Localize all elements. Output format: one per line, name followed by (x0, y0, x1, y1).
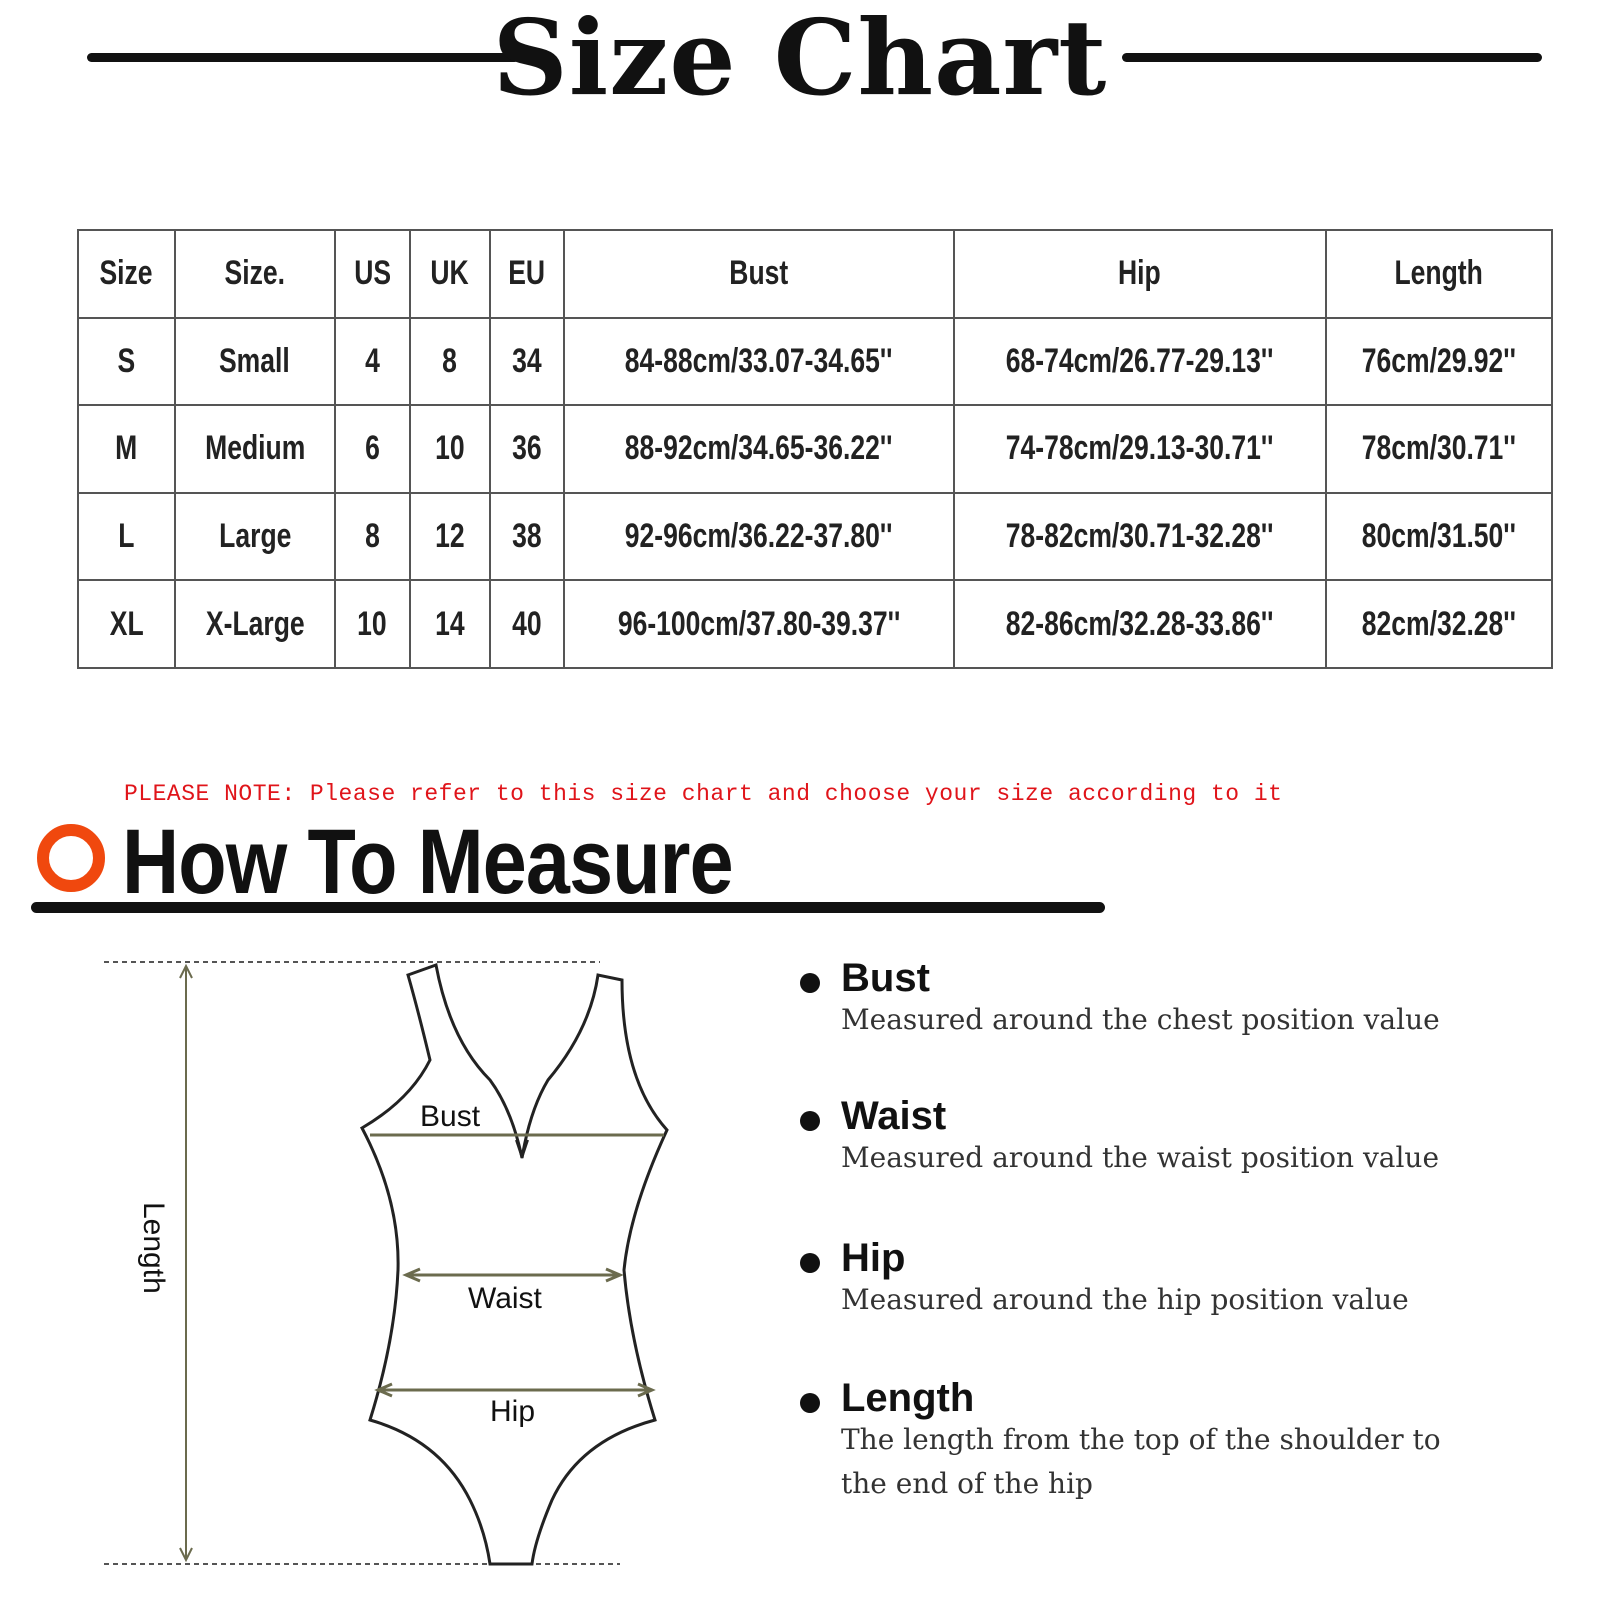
heading-underline (31, 902, 1105, 913)
table-cell: 78cm/30.71'' (1325, 404, 1553, 494)
table-row: XL X-Large 10 14 40 96-100cm/37.80-39.37'' 82-… (77, 579, 1553, 669)
table-cell: Size. (173, 229, 336, 319)
please-note: PLEASE NOTE: Please refer to this size c… (124, 781, 1283, 807)
measure-desc: Measured around the hip position value (841, 1283, 1409, 1316)
table-cell: 88-92cm/34.65-36.22'' (563, 404, 955, 494)
hip-label: Hip (490, 1395, 535, 1428)
bullet-icon (800, 1111, 820, 1131)
table-cell: 84-88cm/33.07-34.65'' (563, 316, 955, 407)
measure-name: Waist (841, 1094, 947, 1138)
table-row: M Medium 6 10 36 88-92cm/34.65-36.22'' 74-78cm… (77, 404, 1553, 494)
table-cell: 78-82cm/30.71-32.28'' (952, 491, 1328, 582)
table-row: L Large 8 12 38 92-96cm/36.22-37.80'' 78-82cm/… (77, 491, 1553, 582)
table-cell: 6 (333, 404, 411, 494)
table-cell: 40 (488, 579, 566, 669)
measure-name: Bust (841, 956, 930, 1000)
measure-name: Length (841, 1376, 975, 1420)
bust-label: Bust (420, 1100, 481, 1133)
table-row: S Small 4 8 34 84-88cm/33.07-34.65'' 68-74cm/2… (77, 316, 1553, 407)
swimsuit-outline (360, 962, 669, 1566)
table-cell: 74-78cm/29.13-30.71'' (952, 404, 1328, 494)
table-cell: 8 (408, 316, 491, 407)
table-cell: 82-86cm/32.28-33.86'' (952, 579, 1328, 669)
table-cell: 4 (333, 316, 411, 407)
bullet-icon (800, 1393, 820, 1413)
table-cell: Bust (563, 229, 955, 319)
table-cell: 8 (333, 491, 411, 582)
bullet-icon (800, 1253, 820, 1273)
table-cell: 10 (333, 579, 411, 669)
length-label: Length (137, 1202, 170, 1294)
table-cell: 82cm/32.28'' (1325, 579, 1553, 669)
table-cell: 38 (488, 491, 566, 582)
measure-desc: The length from the top of the shoulder … (841, 1423, 1441, 1500)
table-cell: Small (173, 316, 336, 407)
table-cell: 36 (488, 404, 566, 494)
table-cell: 92-96cm/36.22-37.80'' (563, 491, 955, 582)
table-cell: Length (1325, 229, 1553, 319)
table-cell: 10 (408, 404, 491, 494)
table-cell: Hip (952, 229, 1328, 319)
waist-label: Waist (468, 1282, 543, 1315)
table-cell: Size (77, 229, 176, 319)
ring-icon (37, 824, 105, 892)
table-cell: US (333, 229, 411, 319)
table-cell: EU (488, 229, 566, 319)
table-cell: 68-74cm/26.77-29.13'' (952, 316, 1328, 407)
table-cell: 14 (408, 579, 491, 669)
table-cell: S (77, 316, 176, 407)
size-table: Size Size. US UK EU Bust Hip Length S Small 4 8 34 84… (77, 229, 1553, 669)
table-cell: 96-100cm/37.80-39.37'' (563, 579, 955, 669)
table-cell: UK (408, 229, 491, 319)
table-cell: 34 (488, 316, 566, 407)
table-cell: X-Large (173, 579, 336, 669)
table-cell: 12 (408, 491, 491, 582)
table-cell: Medium (173, 404, 336, 494)
table-cell: Large (173, 491, 336, 582)
table-cell: M (77, 404, 176, 494)
title-rule-right (1122, 53, 1542, 62)
table-cell: 80cm/31.50'' (1325, 491, 1553, 582)
how-to-measure-heading: How To Measure (122, 811, 734, 913)
measure-desc: Measured around the chest position value (841, 1003, 1440, 1036)
table-cell: 76cm/29.92'' (1325, 316, 1553, 407)
title-rule-left (87, 53, 519, 62)
bullet-icon (800, 973, 820, 993)
page-title: Size Chart (492, 0, 1108, 119)
measure-name: Hip (841, 1236, 906, 1280)
swimsuit-diagram: Length Bust Waist Hip (104, 961, 669, 1566)
table-cell: XL (77, 579, 176, 669)
table-cell: L (77, 491, 176, 582)
measure-desc: Measured around the waist position value (841, 1141, 1440, 1174)
table-header-row: Size Size. US UK EU Bust Hip Length (77, 229, 1553, 319)
